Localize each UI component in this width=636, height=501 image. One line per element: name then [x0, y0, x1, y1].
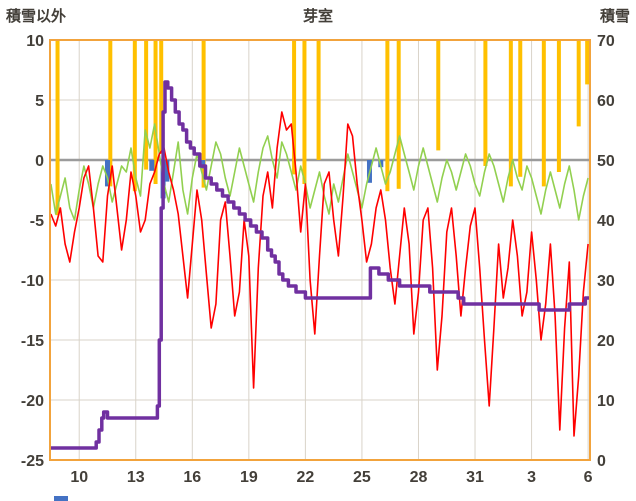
x-axis-tick-label: 22 — [296, 469, 314, 486]
orange-bars — [55, 40, 60, 216]
plot-frame — [49, 39, 591, 461]
orange-bars — [483, 40, 488, 166]
right-axis-title: 積雪 — [599, 8, 630, 25]
x-axis-tick-label: 6 — [584, 469, 593, 486]
orange-bars — [153, 40, 158, 184]
right-axis-tick-label: 70 — [597, 33, 615, 50]
right-axis-tick-label: 0 — [597, 453, 606, 470]
bottom-blue-mark — [54, 496, 68, 501]
right-axis-tick-label: 40 — [597, 213, 615, 230]
orange-bars — [585, 40, 590, 85]
x-axis-tick-label: 19 — [240, 469, 258, 486]
left-axis-tick-label: -20 — [21, 393, 44, 410]
blue-bars — [200, 160, 206, 169]
orange-bars — [316, 40, 321, 160]
left-axis-tick-label: -10 — [21, 273, 44, 290]
x-axis-tick-label: 25 — [353, 469, 371, 486]
left-axis-tick-label: 5 — [35, 93, 44, 110]
right-axis-tick-label: 10 — [597, 393, 615, 410]
blue-bars — [164, 160, 170, 182]
orange-bars — [144, 40, 149, 170]
orange-bars — [108, 40, 113, 187]
x-axis-tick-label: 16 — [183, 469, 201, 486]
green-line — [50, 123, 589, 221]
left-axis-title: 積雪以外 — [6, 8, 67, 25]
x-axis-tick-label: 31 — [466, 469, 484, 486]
right-axis-tick-label: 60 — [597, 93, 615, 110]
orange-bars — [576, 40, 581, 127]
blue-bars — [104, 160, 110, 187]
left-axis-tick-label: 0 — [35, 153, 44, 170]
chart-title: 芽室 — [302, 8, 333, 25]
orange-bars — [541, 40, 546, 187]
orange-bars — [518, 40, 523, 177]
orange-bars — [436, 40, 441, 151]
orange-bars — [385, 40, 390, 192]
blue-bars — [149, 160, 155, 171]
x-axis-tick-label: 28 — [410, 469, 428, 486]
orange-bars — [396, 40, 401, 189]
left-axis-tick-label: -15 — [21, 333, 44, 350]
left-axis-tick-label: 10 — [26, 33, 44, 50]
x-axis-tick-label: 13 — [127, 469, 145, 486]
orange-bars — [302, 40, 307, 184]
right-axis-tick-label: 20 — [597, 333, 615, 350]
red-line — [50, 111, 589, 437]
orange-bars — [201, 40, 206, 188]
orange-bars — [159, 40, 164, 154]
right-axis-tick-label: 30 — [597, 273, 615, 290]
orange-bars — [556, 40, 561, 172]
left-axis-tick-label: -5 — [30, 213, 44, 230]
snow-depth-purple — [50, 80, 590, 450]
right-axis-tick-label: 50 — [597, 153, 615, 170]
orange-bars — [508, 40, 513, 187]
orange-bars — [292, 40, 297, 175]
x-axis-tick-label: 3 — [527, 469, 536, 486]
orange-bars — [132, 40, 137, 192]
left-axis-tick-label: -25 — [21, 453, 44, 470]
x-axis-tick-label: 10 — [70, 469, 88, 486]
